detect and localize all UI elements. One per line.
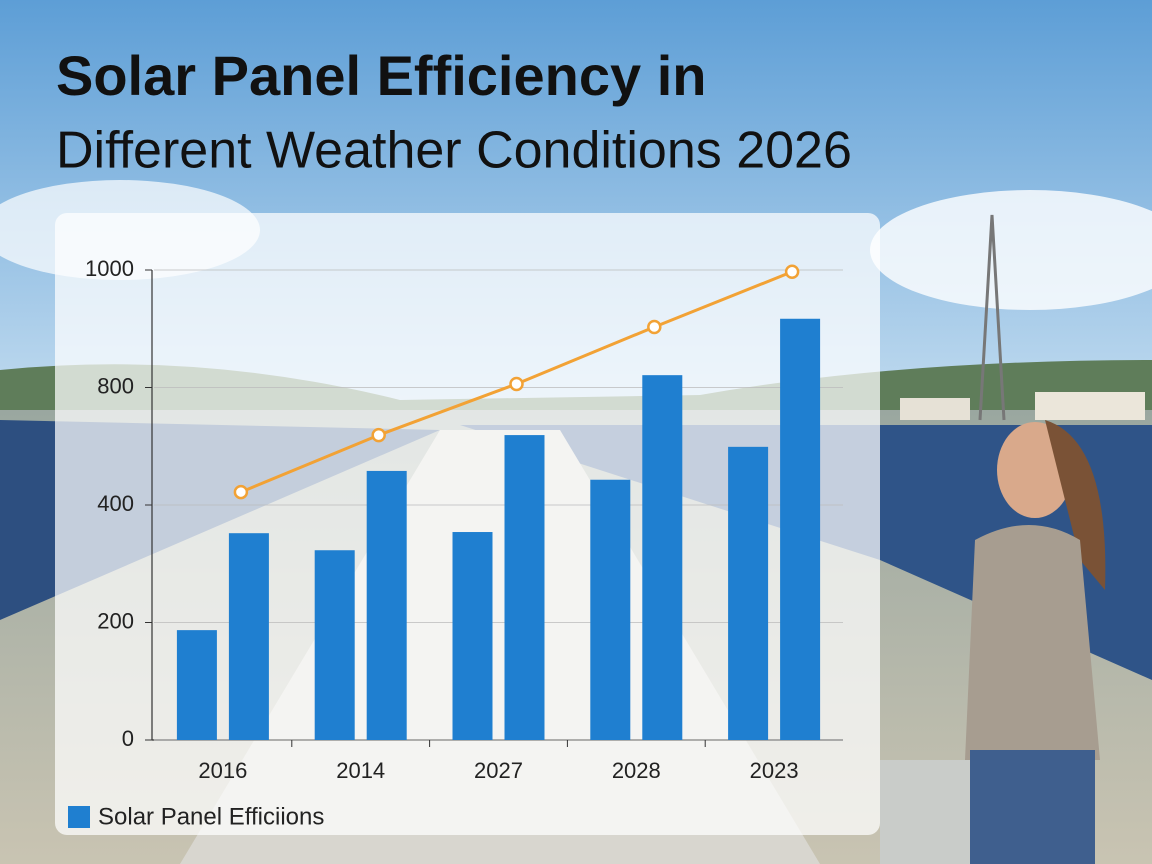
line-marker xyxy=(647,319,662,335)
line-marker xyxy=(784,264,800,280)
y-tick-label: 1000 xyxy=(85,256,134,281)
bar xyxy=(176,630,217,740)
bar xyxy=(504,435,545,740)
line-marker xyxy=(371,427,386,443)
x-tick-label: 2014 xyxy=(336,758,385,783)
x-tick-label: 2027 xyxy=(474,758,523,783)
x-tick-label: 2023 xyxy=(750,758,799,783)
bar xyxy=(228,533,269,740)
chart-title: Different Weather Conditions 2026 xyxy=(56,122,852,180)
bar xyxy=(590,479,631,740)
bar xyxy=(452,532,493,740)
chart-title: Solar Panel Efficiency in xyxy=(56,44,706,107)
x-tick-label: 2016 xyxy=(198,758,247,783)
legend-swatch xyxy=(68,806,90,828)
line-marker xyxy=(233,484,249,500)
legend-label: Solar Panel Efficiions xyxy=(98,803,324,830)
y-tick-label: 400 xyxy=(97,491,134,516)
bar xyxy=(728,446,769,740)
line-marker xyxy=(509,376,524,392)
x-tick-label: 2028 xyxy=(612,758,661,783)
y-tick-label: 800 xyxy=(97,373,134,398)
bar xyxy=(780,318,821,740)
bar xyxy=(642,375,683,740)
y-tick-label: 200 xyxy=(97,608,134,633)
bar xyxy=(366,470,407,740)
y-tick-label: 0 xyxy=(122,726,134,751)
bar xyxy=(314,550,355,740)
